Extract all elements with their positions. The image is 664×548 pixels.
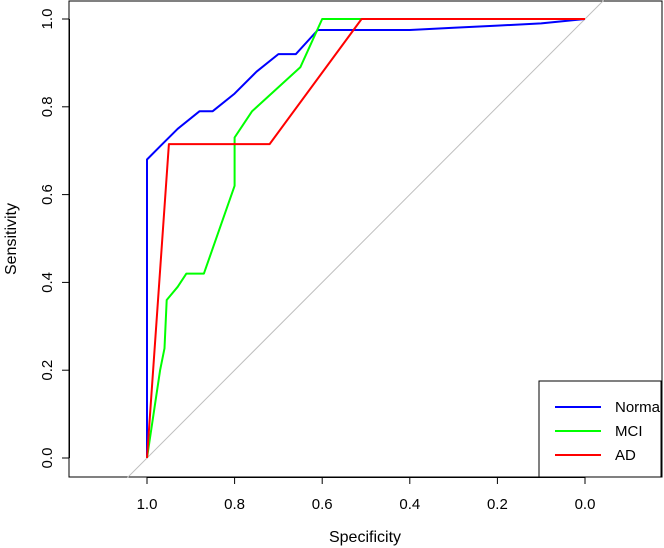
x-tick-label: 0.4 <box>399 496 420 513</box>
x-tick-label: 0.8 <box>224 496 245 513</box>
series-line-ad <box>146 18 585 459</box>
x-axis-title: Specificity <box>329 529 401 546</box>
series-line-normal <box>146 18 586 458</box>
legend-label-mci: MCI <box>615 423 643 440</box>
x-tick-label: 0.2 <box>487 496 508 513</box>
legend-label-ad: AD <box>615 447 636 464</box>
series-layer <box>146 18 586 459</box>
legend: Normal MCI AD <box>538 380 663 478</box>
series-line-mci <box>146 18 585 459</box>
legend-box <box>538 380 662 478</box>
y-axis: 0.0 0.2 0.4 0.6 0.8 1.0 <box>39 9 70 469</box>
y-tick-label: 0.0 <box>39 448 56 469</box>
x-tick-label: 0.6 <box>312 496 333 513</box>
y-tick-label: 0.8 <box>39 96 56 117</box>
x-tick-label: 1.0 <box>137 496 158 513</box>
reference-layer <box>126 0 605 479</box>
y-tick-label: 0.6 <box>39 184 56 205</box>
y-axis-title: Sensitivity <box>3 203 20 275</box>
reference-diagonal-line <box>126 0 605 479</box>
legend-label-normal: Normal <box>615 399 663 416</box>
x-tick-label: 0.0 <box>575 496 596 513</box>
y-tick-label: 0.2 <box>39 360 56 381</box>
x-axis: 1.0 0.8 0.6 0.4 0.2 0.0 <box>137 477 596 513</box>
y-tick-label: 0.4 <box>39 272 56 293</box>
y-tick-label: 1.0 <box>39 9 56 30</box>
